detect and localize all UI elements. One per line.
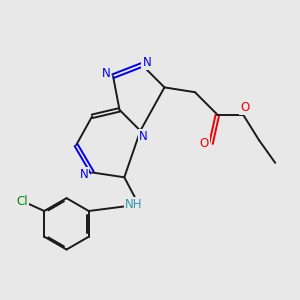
Text: N: N xyxy=(142,56,151,69)
Text: NH: NH xyxy=(125,198,143,211)
Text: O: O xyxy=(240,101,249,114)
Text: N: N xyxy=(102,67,110,80)
Text: Cl: Cl xyxy=(16,195,28,208)
Text: N: N xyxy=(139,130,148,143)
Text: O: O xyxy=(199,137,208,150)
Text: N: N xyxy=(80,168,88,181)
